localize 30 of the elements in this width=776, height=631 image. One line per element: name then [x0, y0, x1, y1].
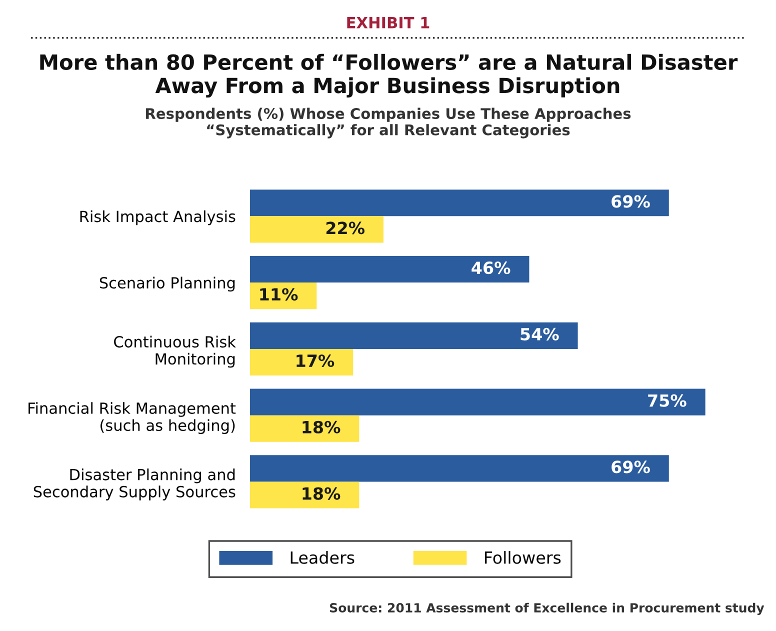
bar [250, 322, 578, 349]
y-tick-label: Continuous Risk Monitoring [114, 336, 236, 368]
y-tick-label: Scenario Planning [100, 276, 235, 292]
bar [250, 482, 360, 508]
y-tick-label: Disaster Planning and Secondary Supply Sources [34, 468, 236, 500]
y-tick-label: Risk Impact Analysis [80, 210, 236, 226]
source-note: Source: 2011 Assessment of Excellence in Procurement study [330, 602, 764, 616]
text: EXHIBIT 1 [347, 17, 430, 28]
data-label: 11% [260, 288, 298, 301]
data-label: 75% [648, 394, 686, 407]
chart-title: More than 80 Percent of “Followers” are a Natural Disaster Away From a Major Business Disruption [40, 54, 738, 98]
bar [250, 256, 530, 283]
data-label: 46% [472, 262, 510, 274]
y-tick-label: Financial Risk Management (such as hedging) [28, 402, 236, 434]
data-label: 69% [612, 460, 650, 474]
legend-label: Leaders [290, 551, 354, 564]
bar [250, 216, 384, 243]
data-label: 17% [296, 354, 334, 368]
bar [250, 415, 360, 442]
legend-label: Followers [485, 551, 561, 564]
bar [250, 348, 354, 376]
data-label: 18% [302, 420, 340, 434]
data-label: 69% [612, 195, 650, 208]
data-label: 22% [326, 222, 365, 234]
bar [250, 388, 706, 416]
bar [250, 190, 669, 216]
data-label: 18% [302, 487, 340, 500]
bar [250, 455, 669, 482]
data-label: 54% [520, 328, 559, 341]
chart-subtitle: Respondents (%) Whose Companies Use These Approaches “Systematically” for all Relevant Categories [146, 108, 631, 138]
